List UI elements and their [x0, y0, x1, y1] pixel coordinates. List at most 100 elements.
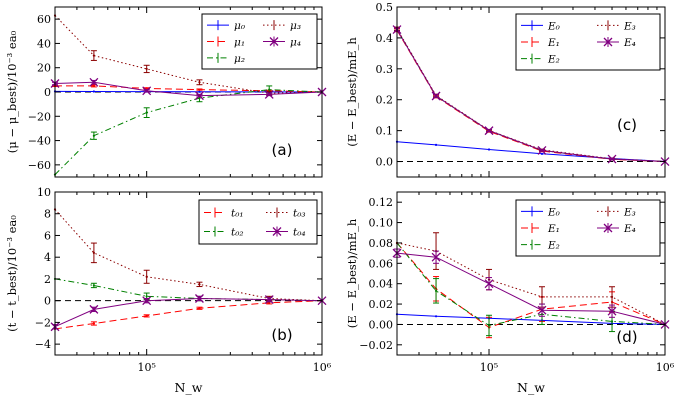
data-point — [92, 134, 95, 137]
data-point — [434, 289, 438, 292]
series-line-1 — [55, 85, 323, 93]
data-point — [92, 284, 95, 287]
data-point — [610, 295, 614, 299]
y-tick-label: 2 — [44, 273, 51, 286]
data-point — [540, 295, 544, 299]
data-point-marker — [264, 295, 274, 305]
data-point — [145, 87, 148, 90]
data-point — [92, 54, 95, 57]
x-tick-label: 10⁶ — [656, 361, 675, 374]
y-tick-label: 40 — [37, 37, 51, 50]
data-point — [92, 322, 95, 325]
data-point-marker — [89, 77, 99, 87]
y-tick-label: 20 — [37, 62, 51, 75]
y-tick-label: −60 — [28, 159, 51, 172]
data-point-marker — [607, 306, 617, 316]
x-tick-label: 10⁵ — [137, 361, 155, 374]
panel-label: (b) — [271, 326, 292, 344]
legend: E₀ E₁ E₂ E₃ E₄ — [515, 13, 661, 71]
legend-label: E₂ — [547, 54, 560, 66]
series-line-0 — [54, 90, 323, 93]
series-line-2 — [54, 209, 323, 302]
series-line-2 — [396, 242, 666, 327]
y-tick-label: 0 — [44, 86, 51, 99]
data-point — [434, 315, 438, 318]
y-tick-label: −0.02 — [359, 339, 393, 352]
legend-label: t₀₁ — [231, 208, 244, 220]
y-tick-label: 60 — [37, 13, 51, 26]
plot-frame — [396, 191, 666, 356]
data-point — [145, 67, 148, 71]
data-point — [487, 148, 491, 151]
legend-frame — [201, 13, 318, 70]
data-point — [268, 88, 271, 91]
data-point-marker — [431, 252, 441, 262]
y-tick-label: 0.2 — [376, 94, 394, 107]
legend-label: E₄ — [623, 223, 636, 235]
legend-label: μ₃ — [290, 20, 301, 32]
y-tick-label: −20 — [28, 110, 51, 123]
legend-frame — [515, 13, 661, 71]
y-tick-label: 0 — [44, 295, 51, 308]
legend-label: E₂ — [547, 240, 560, 252]
series-line-3 — [396, 242, 666, 325]
panel-label: (c) — [617, 116, 637, 134]
series-line-4 — [54, 81, 323, 97]
legend-label: t₀₄ — [293, 227, 306, 239]
data-point — [198, 90, 201, 93]
data-point-marker — [537, 305, 547, 315]
y-tick-label: 0.0 — [376, 156, 394, 169]
legend-label: E₁ — [547, 223, 560, 235]
y-axis-label: (E − E_best)/mE_h — [345, 218, 359, 328]
y-tick-label: 0.00 — [369, 318, 394, 331]
plot-frame — [54, 191, 323, 356]
panel-c: 0.0 0.1 0.2 0.3 0.4 0.5 (E − E_best)/mE_h (c) E₀… — [345, 1, 670, 178]
legend-label: μ₂ — [234, 53, 245, 65]
panel-a: −60 −40 −20 0 20 40 60 (μ − μ_best)/10⁻³ ea₀ (a)… — [5, 6, 327, 178]
data-point — [610, 320, 614, 323]
legend-label: E₃ — [623, 206, 636, 218]
data-point — [198, 96, 201, 100]
y-tick-label: 0.04 — [369, 278, 394, 291]
y-tick-label: 0.06 — [369, 257, 394, 270]
series-line-2 — [54, 89, 323, 175]
legend-marker — [603, 37, 613, 47]
data-point — [268, 301, 271, 304]
y-tick-label: 4 — [44, 251, 51, 264]
y-tick-label: 0.12 — [369, 196, 394, 209]
legend-label: t₀₂ — [231, 227, 244, 239]
series-line-0 — [396, 141, 666, 162]
y-tick-label: 8 — [44, 208, 51, 221]
legend-frame — [198, 199, 318, 245]
legend-label: E₁ — [547, 37, 560, 49]
data-point — [198, 283, 201, 286]
data-point — [487, 324, 491, 327]
legend-marker — [269, 37, 279, 46]
y-axis-label: (t − t_best)/10⁻³ ea₀ — [5, 215, 19, 332]
y-tick-label: 0.08 — [369, 237, 394, 250]
y-tick-label: 0.3 — [376, 63, 394, 76]
data-point-marker — [264, 89, 274, 99]
y-tick-label: 0.4 — [376, 32, 394, 45]
series-line-0 — [396, 313, 666, 325]
series-line-4 — [396, 29, 666, 162]
data-point — [434, 143, 438, 146]
series-line-4 — [396, 252, 666, 325]
legend-label: E₄ — [623, 37, 636, 49]
legend: μ₀ μ₁ μ₂ μ₃ μ₄ — [201, 13, 318, 70]
panel-b: −4 −2 0 2 4 6 8 10 10⁵ 10⁶ (t − t_best)/10⁻³ ea₀ N_… — [5, 186, 332, 395]
data-point — [145, 275, 148, 278]
data-point — [198, 88, 201, 91]
panel-label: (a) — [272, 141, 293, 159]
data-point-marker — [142, 86, 152, 96]
data-point-marker — [484, 126, 494, 136]
data-point-marker — [194, 91, 204, 101]
data-point — [145, 111, 148, 114]
panel-label: (d) — [616, 328, 637, 346]
series-line-0 — [54, 300, 323, 330]
data-point-marker — [142, 296, 152, 306]
series-line-1 — [54, 278, 323, 302]
data-point — [92, 251, 95, 254]
y-tick-label: 0.1 — [376, 125, 394, 138]
